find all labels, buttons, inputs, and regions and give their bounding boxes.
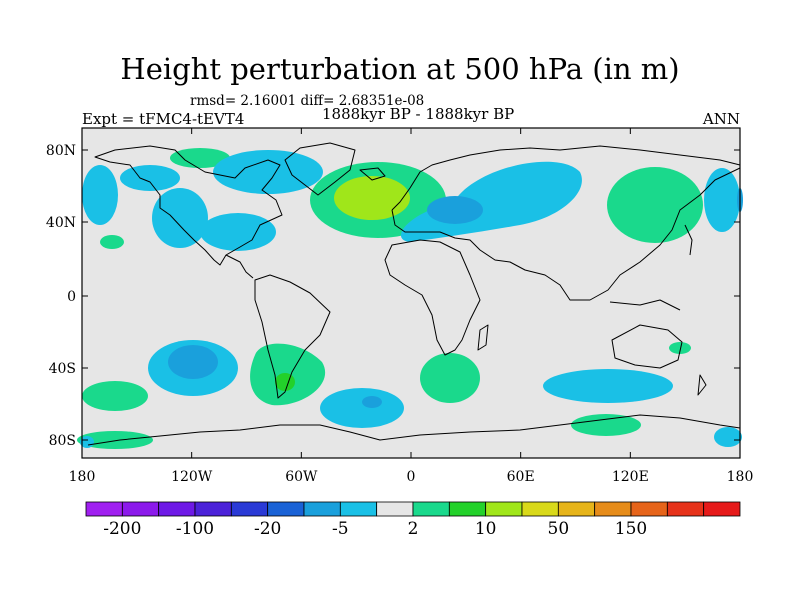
colorbar: -200 -100 -20 -5 2 10 50 150 — [85, 501, 741, 539]
colorbar-swatch — [485, 501, 523, 517]
colorbar-label: -5 — [332, 519, 349, 539]
colorbar-label: 50 — [548, 519, 570, 539]
lon-tick-label: 120W — [171, 469, 213, 485]
colorbar-swatch — [448, 501, 487, 517]
anomaly-negative-north-pacific — [120, 165, 180, 191]
anomaly-positive-pacific-small — [100, 235, 124, 249]
anomaly-positive-antarctic-coast — [571, 414, 641, 436]
lon-tick-label: 120E — [612, 469, 649, 485]
contour-fills — [77, 148, 743, 449]
colorbar-swatch — [230, 501, 269, 517]
anomaly-negative-dateline-east — [704, 168, 740, 232]
anomaly-positive-south-america-core — [275, 373, 295, 391]
anomaly-negative-europe-core — [427, 196, 483, 224]
anomaly-negative-southern-ocean — [543, 369, 673, 403]
anomaly-negative-south-atlantic-core — [362, 396, 382, 408]
anomaly-negative-canada — [213, 150, 323, 194]
colorbar-swatch — [194, 501, 232, 517]
colorbar-label: 2 — [408, 519, 419, 539]
lon-tick-label: 0 — [407, 469, 416, 485]
coastline-greenland — [284, 142, 356, 196]
coastline-south-america — [254, 274, 331, 399]
colorbar-swatch — [158, 501, 196, 517]
coastlines — [87, 142, 741, 446]
colorbar-swatch — [703, 501, 741, 517]
lat-tick-label: 0 — [67, 289, 76, 305]
anomaly-positive-south-indian — [420, 353, 480, 403]
lat-tick-label: 40S — [49, 361, 76, 377]
colorbar-label: 150 — [615, 519, 647, 539]
coastline-africa — [384, 239, 481, 356]
lat-tick-label: 40N — [46, 215, 76, 231]
anomaly-positive-antarctic-west — [77, 431, 153, 449]
coastline-central-america — [225, 254, 254, 279]
colorbar-swatch — [339, 501, 378, 517]
coastline-new-zealand — [697, 374, 707, 396]
lon-tick-label: 180 — [727, 469, 754, 485]
anomaly-negative-north-america — [200, 213, 276, 251]
coastline-antarctica — [87, 414, 741, 446]
anomaly-negative-south-pacific-core — [168, 345, 218, 379]
experiment-label: Expt = tFMC4-tEVT4 — [82, 110, 245, 128]
anomaly-positive-australia-small — [669, 342, 691, 354]
lon-tick-label: 60E — [507, 469, 535, 485]
lon-tick-label: 180 — [69, 469, 96, 485]
coastline-eurasia-south — [391, 167, 741, 301]
latitude-axis: 80N 40N 0 40S 80S — [46, 143, 740, 449]
longitude-axis: 180 120W 60W 0 60E 120E 180 — [69, 128, 754, 485]
anomaly-positive-north-atlantic-core — [334, 176, 410, 220]
colorbar-swatch — [267, 501, 305, 517]
colorbar-label: -20 — [254, 519, 281, 539]
coastline-eurasia-north — [391, 145, 741, 211]
colorbar-swatch — [557, 501, 596, 517]
colorbar-swatch — [630, 501, 668, 517]
anomaly-positive-southwest-pacific — [82, 381, 148, 411]
coastline-indonesia — [609, 299, 681, 311]
coastline-iceland — [359, 167, 386, 181]
coastline-japan — [684, 224, 693, 256]
colorbar-label: -200 — [103, 519, 141, 539]
season-label: ANN — [702, 110, 740, 128]
colorbar-swatch — [376, 501, 414, 517]
coastline-north-america — [94, 145, 283, 266]
anomaly-negative-dateline-west — [82, 165, 118, 225]
colorbar-label: -100 — [176, 519, 214, 539]
colorbar-swatch — [521, 501, 559, 517]
coastline-australia — [611, 324, 683, 369]
anomaly-negative-antarctic-east — [714, 427, 742, 447]
lon-tick-label: 60W — [285, 469, 318, 485]
anomaly-positive-arctic — [170, 148, 230, 168]
stats-label: rmsd= 2.16001 diff= 2.68351e-08 — [190, 93, 425, 109]
colorbar-swatch — [121, 501, 160, 517]
colorbar-swatch — [85, 501, 123, 517]
colorbar-swatch — [303, 501, 341, 517]
lat-tick-label: 80N — [46, 143, 76, 159]
colorbar-swatch — [594, 501, 632, 517]
anomaly-negative-south-atlantic — [320, 388, 404, 428]
lat-tick-label: 80S — [49, 433, 76, 449]
coastline-madagascar — [477, 324, 489, 351]
anomaly-negative-east-pacific — [152, 188, 208, 248]
plot-title: Height perturbation at 500 hPa (in m) — [120, 52, 680, 86]
colorbar-swatch — [666, 501, 705, 517]
anomaly-positive-east-asia — [607, 167, 703, 243]
period-label: 1888kyr BP - 1888kyr BP — [322, 105, 515, 123]
colorbar-label: 10 — [475, 519, 497, 539]
colorbar-swatch — [412, 501, 450, 517]
